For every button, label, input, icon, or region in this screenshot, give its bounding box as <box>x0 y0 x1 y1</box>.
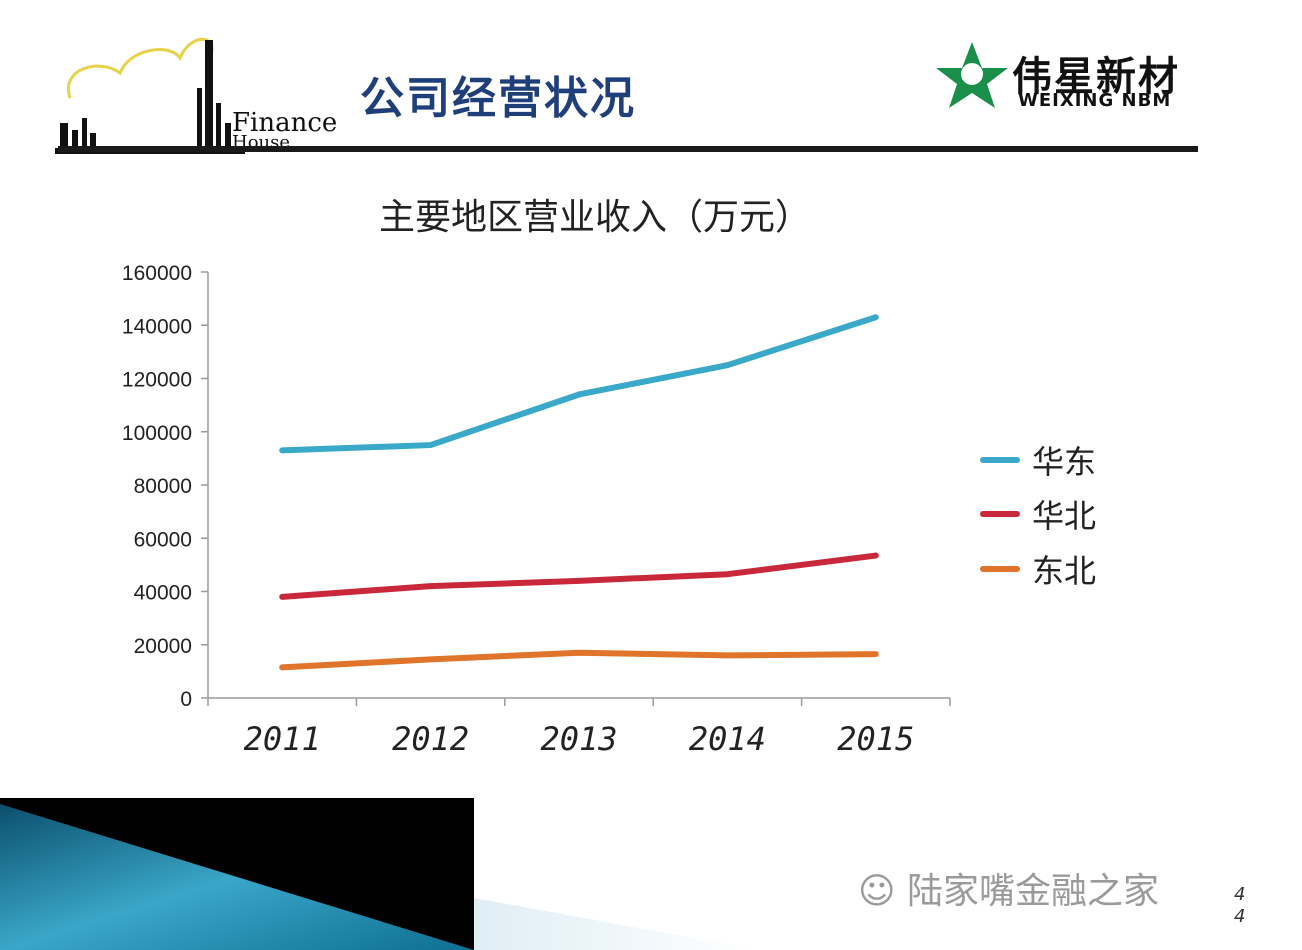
y-tick-label: 140000 <box>122 315 192 338</box>
data-point <box>873 553 879 559</box>
header-divider <box>58 146 1198 152</box>
x-tick-label: 2011 <box>244 720 321 758</box>
legend-swatch <box>980 457 1020 463</box>
watermark-label: 陆家嘴金融之家 <box>906 871 1159 912</box>
y-tick-label: 120000 <box>122 369 192 392</box>
decorative-banner <box>0 798 760 950</box>
y-tick-label: 40000 <box>134 582 192 605</box>
data-point <box>428 442 434 448</box>
y-tick-label: 60000 <box>134 528 192 551</box>
data-point <box>576 650 582 656</box>
data-point <box>576 391 582 397</box>
legend-label: 华北 <box>1032 497 1097 535</box>
data-point <box>576 578 582 584</box>
x-tick-label: 2015 <box>837 720 914 758</box>
legend-label: 华东 <box>1032 443 1097 481</box>
slide-title: 公司经营状况 <box>360 73 636 124</box>
legend-item: 东北 <box>980 549 1097 590</box>
wechat-icon: ☺ <box>858 871 896 912</box>
data-point <box>724 652 730 658</box>
right-logo-cn: 伟星新材 <box>1012 54 1180 100</box>
data-point <box>279 664 285 670</box>
data-point <box>724 362 730 368</box>
legend-label: 东北 <box>1032 552 1097 590</box>
page-number-text: 44 <box>1234 884 1246 927</box>
x-tick-label: 2013 <box>540 720 617 758</box>
legend-item: 华东 <box>980 440 1097 481</box>
series-line <box>279 552 879 600</box>
left-logo-text: Finance <box>232 108 338 138</box>
y-tick-label: 20000 <box>134 635 192 658</box>
y-tick-label: 100000 <box>122 422 192 445</box>
legend-item: 华北 <box>980 494 1097 535</box>
chart-title: 主要地区营业收入（万元） <box>378 197 811 238</box>
left-logo-subtext: House <box>232 132 291 148</box>
data-point <box>873 651 879 657</box>
watermark-text: ☺ 陆家嘴金融之家 <box>858 862 1159 914</box>
data-point <box>279 594 285 600</box>
y-tick-label: 80000 <box>134 475 192 498</box>
data-point <box>724 571 730 577</box>
page-number: 44 <box>1234 884 1246 928</box>
weixing-star-logo-icon <box>936 42 1008 108</box>
y-tick-label: 160000 <box>122 262 192 285</box>
legend-swatch <box>980 511 1020 517</box>
data-point <box>873 314 879 320</box>
x-tick-label: 2014 <box>689 720 766 758</box>
series-line <box>279 314 879 454</box>
y-tick-label: 0 <box>180 688 192 711</box>
data-point <box>428 656 434 662</box>
data-point <box>279 447 285 453</box>
line-chart: 0 20000 40000 60000 80000 100000 120000 140000 1… <box>122 262 951 758</box>
x-tick-label: 2012 <box>392 720 469 758</box>
right-logo-en: WEIXING NBM <box>1018 90 1172 111</box>
data-point <box>428 583 434 589</box>
legend-swatch <box>980 566 1020 572</box>
